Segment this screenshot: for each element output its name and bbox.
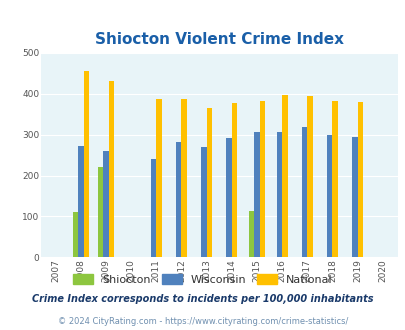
Bar: [281, 95, 287, 257]
Bar: [248, 211, 254, 257]
Bar: [103, 151, 109, 257]
Bar: [226, 138, 231, 257]
Bar: [98, 167, 103, 257]
Bar: [332, 102, 337, 257]
Bar: [259, 101, 264, 257]
Title: Shiocton Violent Crime Index: Shiocton Violent Crime Index: [94, 32, 343, 48]
Bar: [83, 71, 89, 257]
Bar: [276, 132, 281, 257]
Bar: [150, 159, 156, 257]
Bar: [307, 96, 312, 257]
Bar: [357, 102, 362, 257]
Bar: [200, 147, 206, 257]
Bar: [326, 135, 332, 257]
Bar: [254, 132, 259, 257]
Bar: [206, 108, 212, 257]
Bar: [181, 99, 187, 257]
Bar: [301, 127, 307, 257]
Text: © 2024 CityRating.com - https://www.cityrating.com/crime-statistics/: © 2024 CityRating.com - https://www.city…: [58, 317, 347, 326]
Bar: [351, 137, 357, 257]
Bar: [72, 213, 78, 257]
Bar: [78, 146, 83, 257]
Bar: [109, 81, 114, 257]
Bar: [156, 99, 162, 257]
Legend: Shiocton, Wisconsin, National: Shiocton, Wisconsin, National: [68, 270, 337, 289]
Bar: [175, 142, 181, 257]
Bar: [231, 103, 237, 257]
Text: Crime Index corresponds to incidents per 100,000 inhabitants: Crime Index corresponds to incidents per…: [32, 294, 373, 304]
